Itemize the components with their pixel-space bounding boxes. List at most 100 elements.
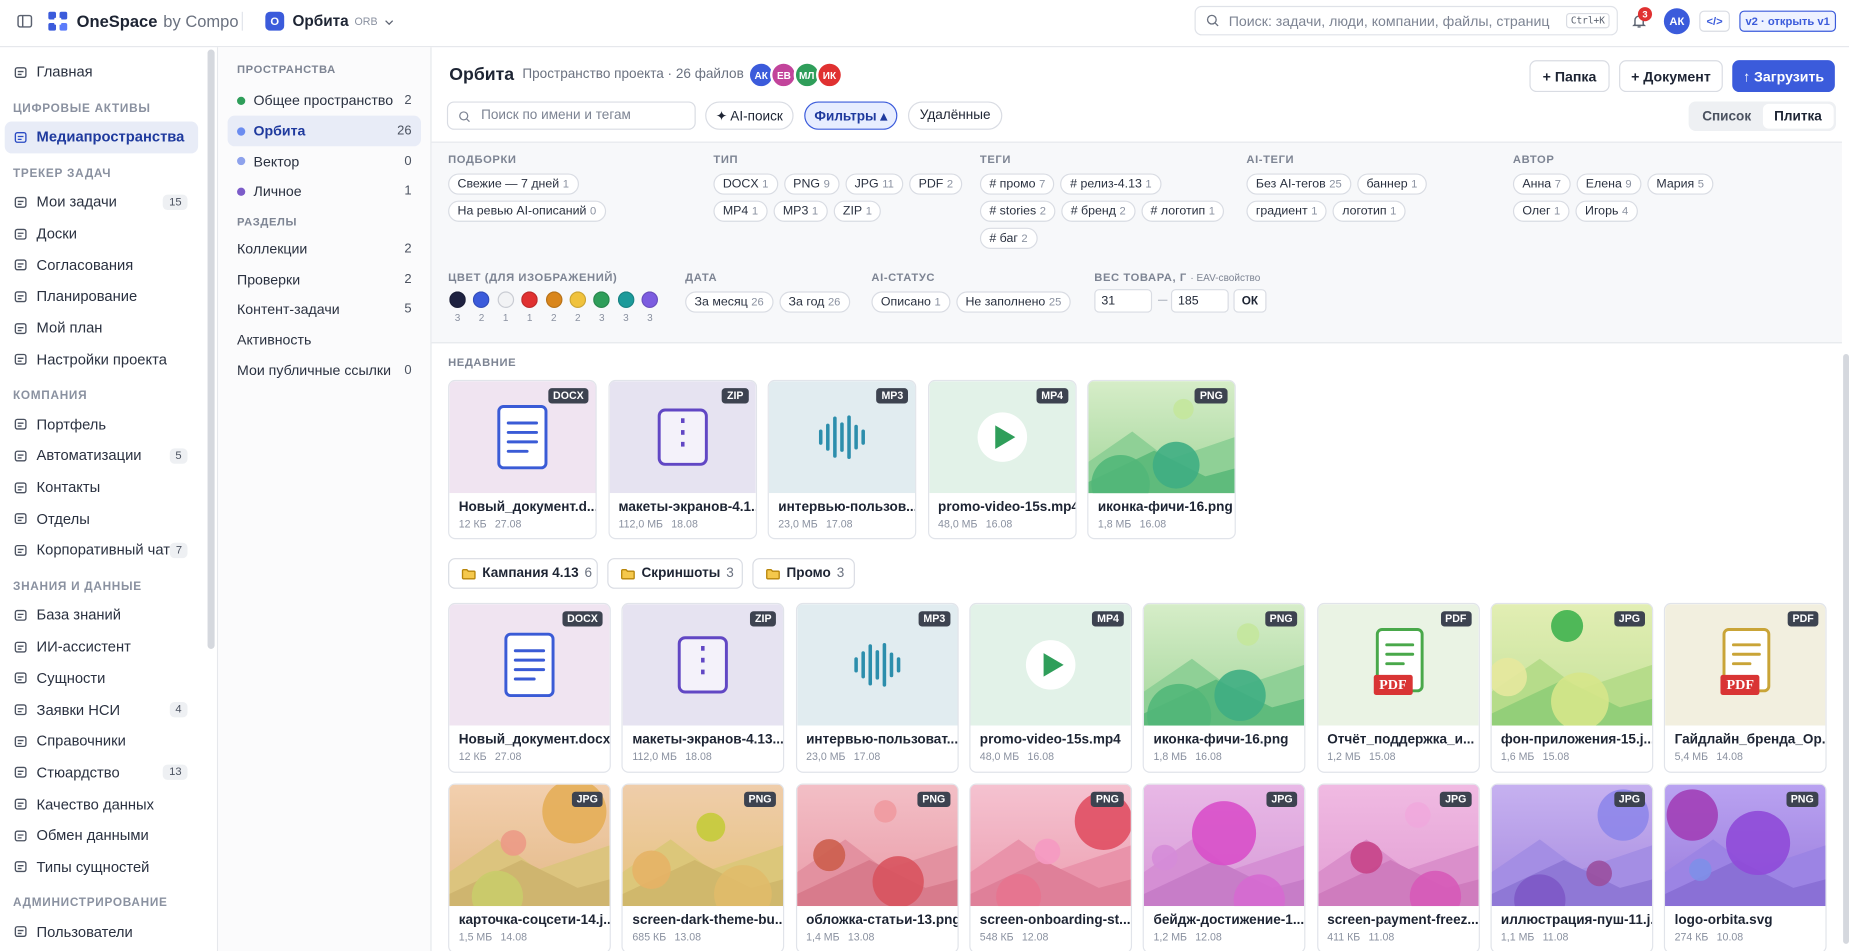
nav-item[interactable]: Мои задачи 15 [5,186,198,217]
view-option[interactable]: Список [1702,109,1752,124]
space-item[interactable]: Общее пространство 2 [228,86,421,116]
filter-chip[interactable]: Без AI-тегов 25 [1246,173,1352,195]
section-item[interactable]: Контент-задачи 5 [228,295,421,325]
section-item[interactable]: Мои публичные ссылки 0 [228,355,421,385]
header-button[interactable]: + Документ [1619,60,1723,93]
file-tile[interactable]: DOCX Новый_документ.d... 12 КБ 27.08 [448,379,597,540]
filter-chip[interactable]: Анна 7 [1512,173,1571,195]
view-option[interactable]: Плитка [1762,103,1834,129]
filter-chip[interactable]: MP3 1 [773,200,828,222]
filter-chip[interactable]: PNG 9 [783,173,840,195]
file-tile[interactable]: MP3 интервью-пользоват... 23,0 МБ 17.08 [795,602,959,773]
space-item[interactable]: Орбита 26 [227,115,421,147]
space-item[interactable]: Личное 1 [228,176,421,206]
nav-item[interactable]: Заявки НСИ 4 [5,694,198,725]
nav-item[interactable]: Согласования [5,249,198,280]
file-tile[interactable]: JPG screen-payment-freez... 411 КБ 11.08 [1316,783,1480,951]
nav-item[interactable]: Справочники [5,725,198,756]
file-tile[interactable]: MP3 интервью-пользов... 23,0 МБ 17.08 [767,379,917,540]
section-item[interactable]: Проверки 2 [228,264,421,294]
file-tile[interactable]: MP4 promo-video-15s.mp4 48,0 МБ 16.08 [927,379,1077,540]
filter-chip[interactable]: Описано 1 [871,291,951,313]
nav-item[interactable]: Обмен данными [5,820,198,851]
filter-chip[interactable]: За год 26 [779,291,850,313]
filter-chip[interactable]: Мария 5 [1646,173,1714,195]
file-tile[interactable]: PNG logo-orbita.svg 274 КБ 10.08 [1663,783,1827,951]
filter-chip[interactable]: ZIP 1 [833,200,882,222]
section-item[interactable]: Коллекции 2 [228,234,421,264]
file-tile[interactable]: JPG иллюстрация-пуш-11.j... 1,1 МБ 11.08 [1490,783,1654,951]
color-swatch[interactable] [641,291,659,308]
filter-chip[interactable]: # промо 7 [979,173,1055,195]
file-tile[interactable]: PNG иконка-фичи-16.png 1,8 МБ 16.08 [1087,379,1236,540]
filter-chip[interactable]: Игорь 4 [1575,200,1638,222]
nav-item[interactable]: База знаний [5,600,198,631]
folder-chip[interactable]: Кампания 4.13 6 [448,558,598,589]
space-item[interactable]: Вектор 0 [228,146,421,176]
filter-chip[interactable]: JPG 11 [845,173,904,195]
filter-chip[interactable]: Елена 9 [1576,173,1642,195]
folder-chip[interactable]: Скриншоты 3 [607,558,743,589]
filter-chip[interactable]: градиент 1 [1246,200,1327,222]
file-tile[interactable]: PNG screen-dark-theme-bu... 685 КБ 13.08 [621,783,785,951]
nav-item[interactable]: Главная [5,57,198,88]
file-tile[interactable]: JPG фон-приложения-15.j... 1,6 МБ 15.08 [1490,602,1654,773]
filter-chip[interactable]: # логотип 1 [1141,200,1225,222]
filter-chip[interactable]: Олег 1 [1512,200,1570,222]
filter-chip[interactable]: логотип 1 [1332,200,1406,222]
file-tile[interactable]: ZIP макеты-экранов-4.1... 112,0 МБ 18.08 [607,379,757,540]
code-button[interactable]: </> [1699,10,1730,32]
color-swatch[interactable] [521,291,538,308]
filter-chip[interactable]: PDF 2 [909,173,963,195]
nav-item[interactable]: Корпоративный чат 7 [5,535,198,566]
header-button[interactable]: + Папка [1529,60,1610,93]
filter-chip[interactable]: Не заполнено 25 [956,291,1071,313]
nav-item[interactable]: Контакты [5,472,198,503]
file-tile[interactable]: JPG бейдж-достижение-1... 1,2 МБ 12.08 [1142,783,1306,951]
nav-item[interactable]: Пользователи [5,916,198,947]
nav-item[interactable]: Автоматизации 5 [5,440,198,471]
color-swatch[interactable] [617,291,635,308]
color-swatch[interactable] [569,291,587,308]
filter-chip[interactable]: На ревью AI-описаний 0 [448,200,606,222]
filter-chip[interactable]: # релиз-4.13 1 [1060,173,1162,195]
color-swatch[interactable] [497,291,514,308]
file-tile[interactable]: ZIP макеты-экранов-4.13.... 112,0 МБ 18.08 [621,602,785,773]
nav-item[interactable]: Планирование [5,281,198,312]
weight-ok[interactable]: ОК [1233,289,1267,313]
weight-max[interactable]: 185 [1170,289,1229,313]
nav-item[interactable]: Стюардство 13 [5,757,198,788]
nav-item[interactable]: Мой план [5,312,198,343]
file-tile[interactable]: MP4 promo-video-15s.mp4 48,0 МБ 16.08 [969,602,1132,773]
filter-chip[interactable]: # бренд 2 [1061,200,1136,222]
filter-chip[interactable]: Свежие — 7 дней 1 [448,173,579,195]
user-avatar[interactable]: АК [1663,8,1690,35]
nav-item[interactable]: Сущности [5,663,198,694]
nav-item[interactable]: Отделы [5,503,198,534]
deleted-button[interactable]: Удалённые [907,101,1003,130]
nav-item[interactable]: Настройки проекта [5,344,198,375]
file-tile[interactable]: PDF PDF Отчёт_поддержка_и... 1,2 МБ 15.08 [1316,602,1480,773]
color-swatch[interactable] [473,291,490,308]
sidebar-toggle[interactable] [17,13,34,30]
nav-item[interactable]: Доски [5,218,198,249]
file-search[interactable]: Поиск по имени и тегам [446,101,696,130]
workspace-switcher[interactable]: Орбита ORB [292,12,396,29]
section-item[interactable]: Активность [228,325,421,355]
nav-item[interactable]: Портфель [5,409,198,440]
color-swatch[interactable] [449,291,466,308]
nav-item[interactable]: Качество данных [5,788,198,819]
file-tile[interactable]: DOCX Новый_документ.docx 12 КБ 27.08 [448,602,611,773]
filter-chip[interactable]: # stories 2 [979,200,1056,222]
folder-chip[interactable]: Промо 3 [752,558,855,589]
filter-chip[interactable]: За месяц 26 [685,291,774,313]
global-search[interactable]: Поиск: задачи, люди, компании, файлы, ст… [1194,5,1618,36]
nav-item[interactable]: Типы сущностей [5,851,198,882]
ai-search-button[interactable]: ✦ AI-поиск [705,101,794,130]
file-tile[interactable]: JPG карточка-соцсети-14.j... 1,5 МБ 14.08 [448,783,611,951]
nav-item[interactable]: ИИ-ассистент [5,631,198,662]
weight-min[interactable]: 31 [1094,289,1153,313]
nav-item[interactable]: Медиапространства [4,121,199,153]
filter-chip[interactable]: MP4 1 [713,200,768,222]
file-tile[interactable]: PNG screen-onboarding-st... 548 КБ 12.08 [969,783,1132,951]
